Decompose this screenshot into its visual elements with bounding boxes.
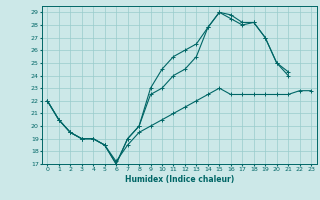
X-axis label: Humidex (Indice chaleur): Humidex (Indice chaleur) <box>124 175 234 184</box>
